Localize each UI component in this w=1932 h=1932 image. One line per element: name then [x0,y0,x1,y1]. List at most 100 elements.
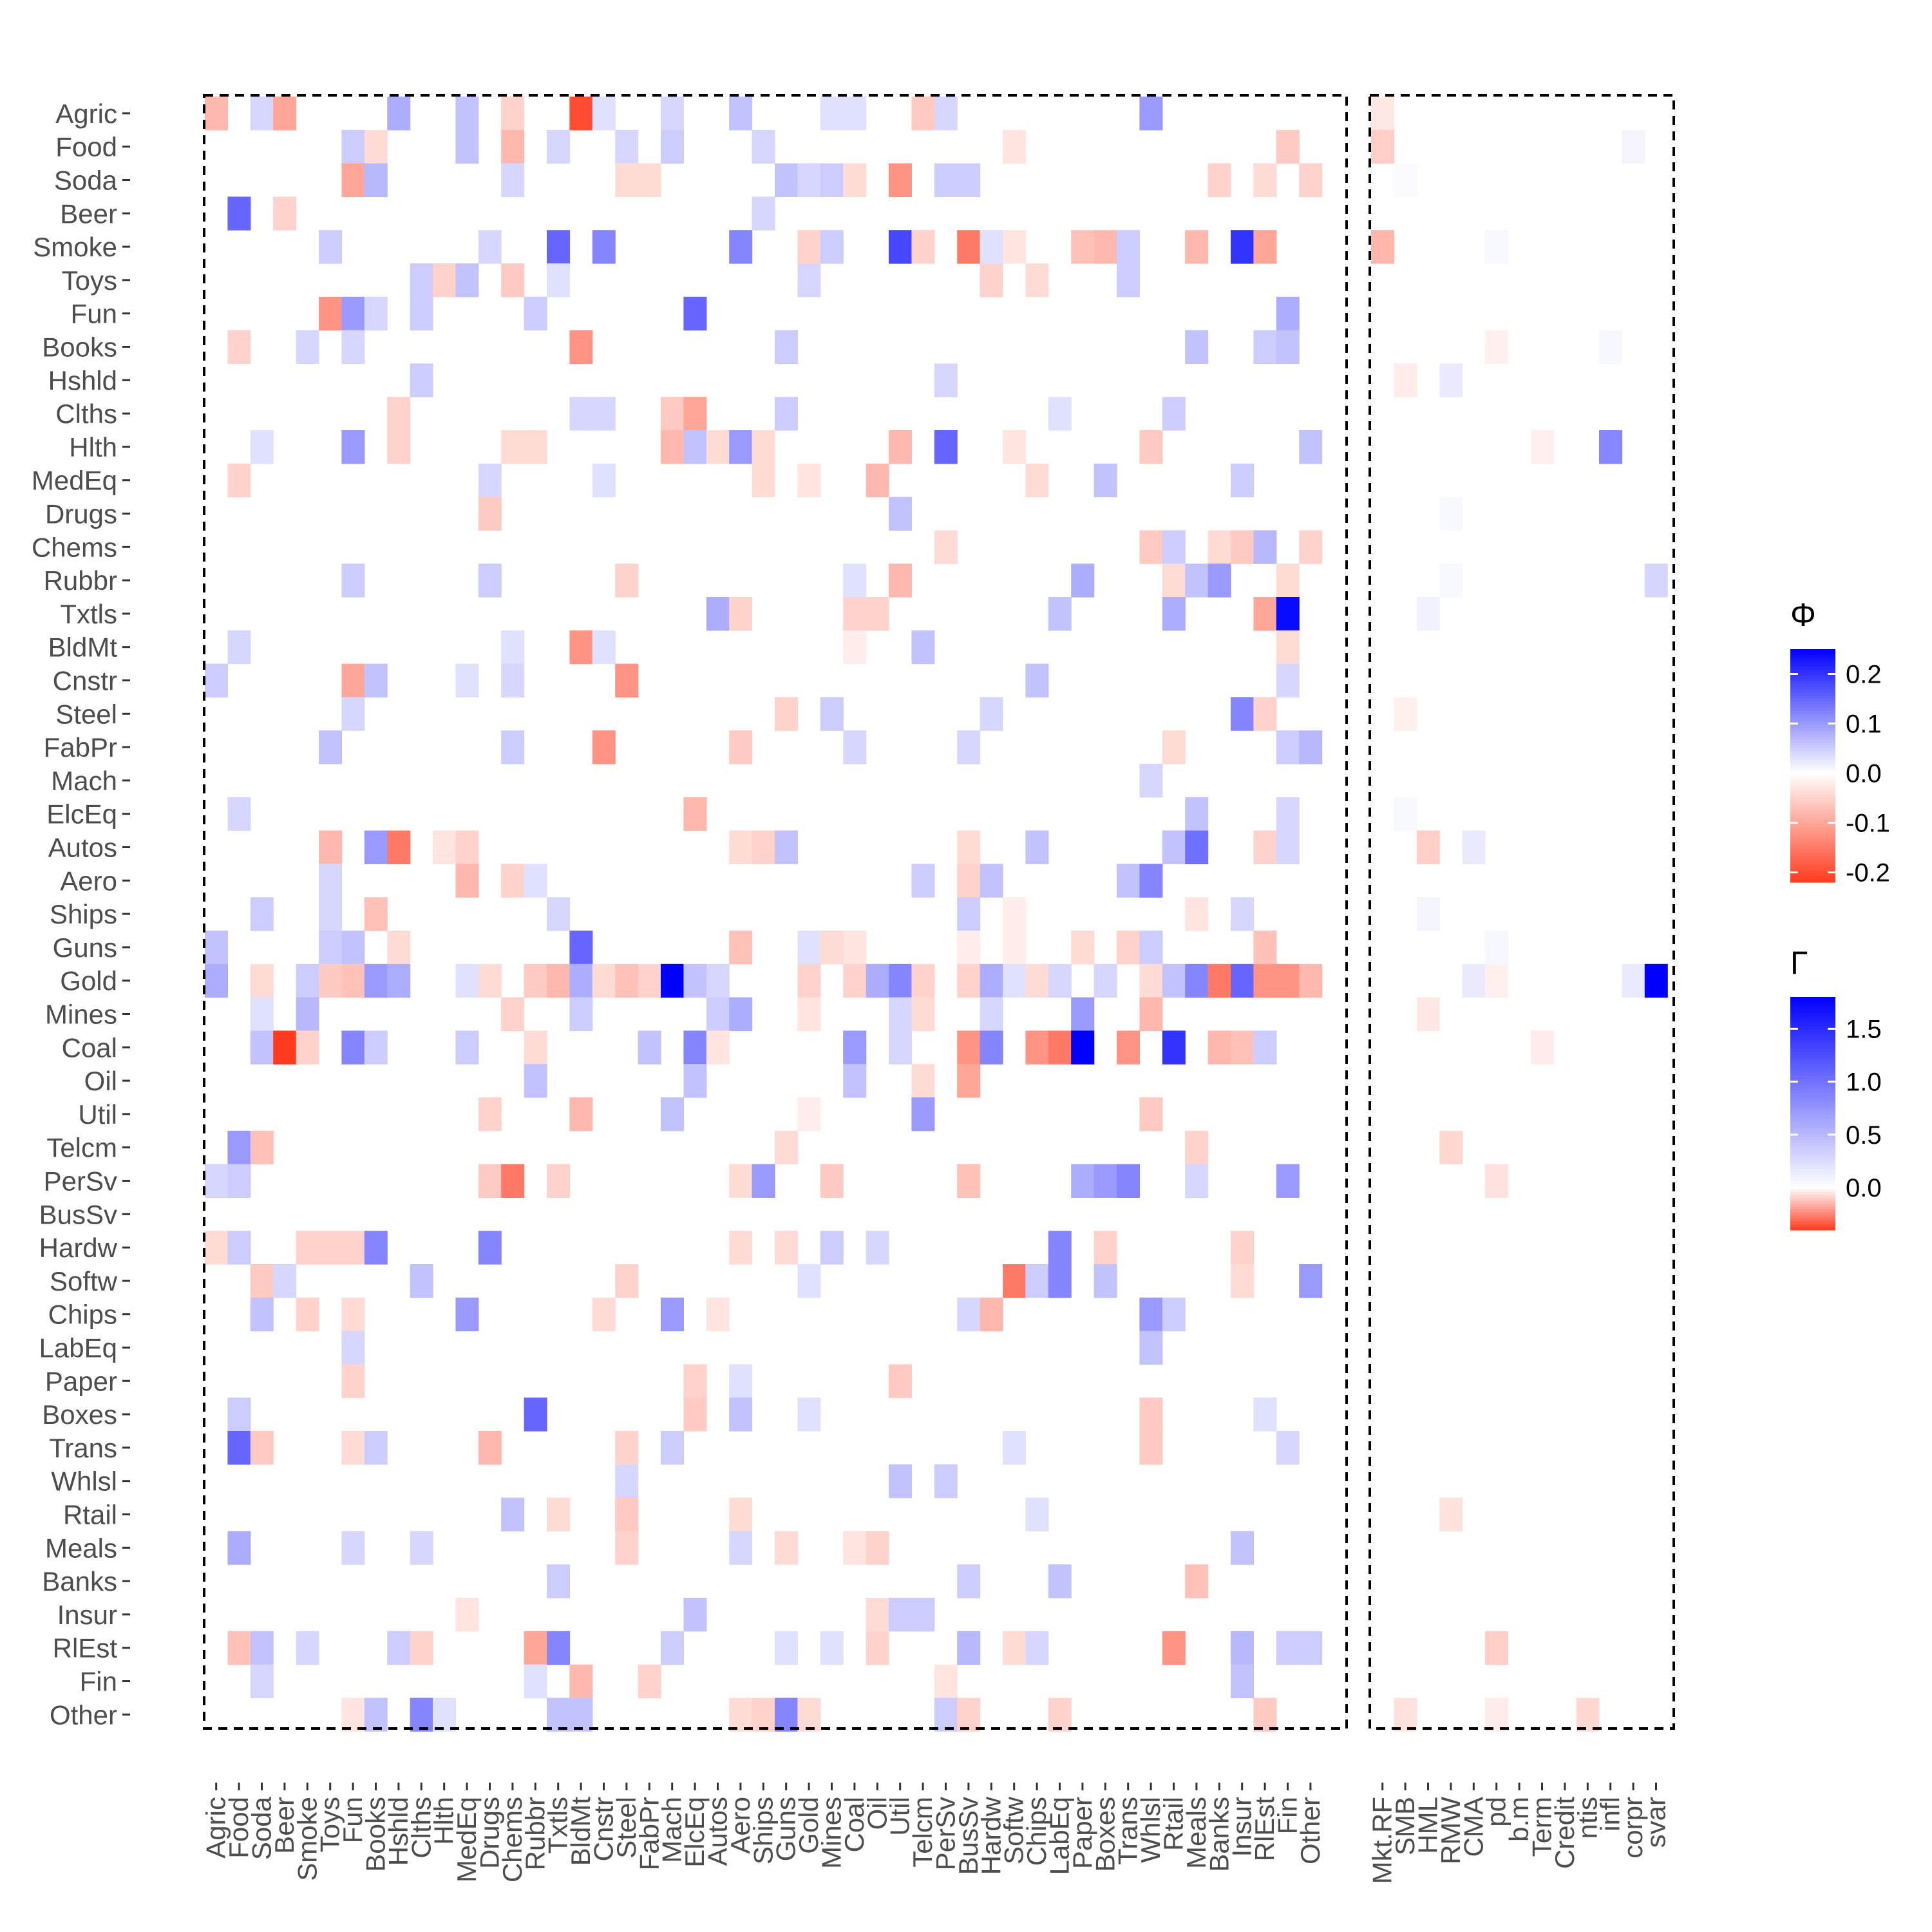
gamma-legend-swatch [1790,1064,1835,1068]
phi-cell-coal-chips [1025,1030,1049,1065]
phi-cell-gold-whlsl [1139,963,1163,998]
phi-legend-swatch [1790,864,1835,868]
phi-legend-swatch [1790,879,1835,883]
phi-cell-coal-autos [706,1030,730,1065]
row-label-persv: PerSv [44,1166,117,1197]
phi-cell-food-ships [752,129,775,164]
phi-cell-agric-beer [273,97,297,131]
phi-cell-chips-mach [661,1297,684,1332]
gamma-legend-title: Γ [1790,945,1808,981]
phi-cell-smoke-paper [1071,230,1095,264]
phi-legend-swatch [1790,655,1835,659]
phi-cell-hardw-boxes [1094,1231,1117,1265]
phi-cell-rubbr-fin [1276,564,1300,598]
gamma-legend-swatch [1790,1183,1835,1187]
phi-cell-aero-bussv [957,864,981,898]
gamma-cell-txtls-hml [1416,597,1440,631]
phi-cell-rlest-oil [866,1631,889,1665]
phi-legend-swatch [1790,684,1835,688]
phi-cell-clths-hshld [387,397,411,431]
phi-cell-persv-drugs [478,1164,502,1198]
phi-cell-coal-elceq [683,1030,707,1065]
phi-cell-other-fun [341,1698,365,1732]
gamma-legend-swatch [1790,1052,1835,1056]
phi-column-label-mach: Mach [657,1797,687,1863]
phi-cell-smoke-toys [319,230,342,264]
phi-cell-gold-bussv [957,963,981,998]
phi-cell-soda-util [889,163,912,197]
phi-cell-elceq-food [227,797,251,831]
phi-column-label-telcm: Telcm [907,1797,938,1868]
phi-legend-swatch [1790,835,1835,839]
gamma-legend-swatch [1790,1072,1835,1076]
phi-cell-chips-cnstr [592,1297,616,1332]
phi-column-label-rubbr: Rubbr [520,1797,550,1870]
phi-cell-guns-coal [843,931,867,965]
phi-legend-swatch [1790,847,1835,851]
gamma-cell-books-infl [1599,330,1622,364]
phi-cell-soda-rlest [1253,163,1277,197]
phi-legend-swatch [1790,667,1835,670]
gamma-cell-hshld-rmw [1439,363,1463,397]
phi-cell-fabpr-coal [843,730,867,764]
gamma-legend-swatch [1790,1204,1835,1208]
phi-cell-chems-rtail [1162,530,1186,564]
phi-cell-softw-labeq [1048,1264,1072,1298]
phi-legend-swatch [1790,698,1835,703]
phi-column-label-fin: Fin [1273,1797,1303,1834]
phi-legend-swatch [1790,734,1835,737]
phi-cell-gold-coal [843,963,867,998]
row-label-fun: Fun [71,299,117,329]
gamma-legend-swatch [1790,1175,1835,1179]
phi-column-label-rlest: RlEst [1249,1797,1280,1862]
phi-cell-rubbr-rtail [1162,564,1186,598]
gamma-cell-hshld-smb [1394,363,1417,397]
phi-cell-medeq-ships [752,463,775,498]
phi-cell-hardw-oil [866,1231,889,1265]
phi-cell-banks-bussv [957,1564,981,1598]
phi-cell-trans-soda [250,1431,274,1465]
phi-cell-hshld-clths [410,363,433,397]
phi-cell-gold-toys [319,963,342,998]
phi-cell-bldmt-cnstr [592,630,616,665]
phi-legend-tick-label: 0.0 [1846,760,1882,788]
phi-cell-steel-guns [775,697,798,731]
phi-cell-hshld-persv [934,363,958,397]
phi-cell-banks-meals [1185,1564,1209,1598]
phi-cell-chips-bussv [957,1297,981,1332]
phi-cell-rlest-bussv [957,1631,981,1665]
row-label-agric: Agric [55,99,117,129]
phi-cell-gold-fabpr [638,963,661,998]
phi-column-label-soda: Soda [247,1796,277,1860]
phi-cell-paper-fun [341,1364,365,1398]
phi-column-label-guns: Guns [771,1797,801,1861]
phi-cell-books-smoke [296,330,319,364]
phi-cell-mines-paper [1071,997,1095,1031]
phi-cell-gold-mach [661,963,684,998]
gamma-legend-swatch [1790,1003,1835,1007]
phi-legend-swatch [1790,722,1835,726]
row-label-insur: Insur [57,1600,117,1630]
phi-legend-swatch [1790,797,1835,801]
phi-cell-fin-bldmt [569,1664,593,1698]
phi-legend-swatch [1790,690,1835,694]
row-label-rlest: RlEst [53,1633,118,1663]
phi-cell-insur-oil [866,1598,889,1632]
phi-cell-gold-elceq [683,963,707,998]
phi-cell-hardw-labeq [1048,1231,1072,1265]
phi-cell-persv-ships [752,1164,775,1198]
phi-cell-mines-util [889,997,912,1031]
gamma-legend-swatch [1790,1046,1835,1050]
phi-legend-swatch [1790,710,1835,714]
phi-cell-drugs-util [889,497,912,531]
gamma-column-label-hml: HML [1413,1797,1443,1854]
phi-legend-swatch [1790,856,1835,860]
gamma-legend-swatch [1790,1014,1835,1018]
phi-cell-aero-rubbr [524,864,547,898]
phi-cell-trans-food [227,1431,251,1465]
phi-legend-swatch [1790,663,1835,667]
gamma-cell-autos-hml [1416,830,1440,864]
gamma-legend: Γ 1.5 1.0 0.5 0.0 [1790,945,1882,1231]
